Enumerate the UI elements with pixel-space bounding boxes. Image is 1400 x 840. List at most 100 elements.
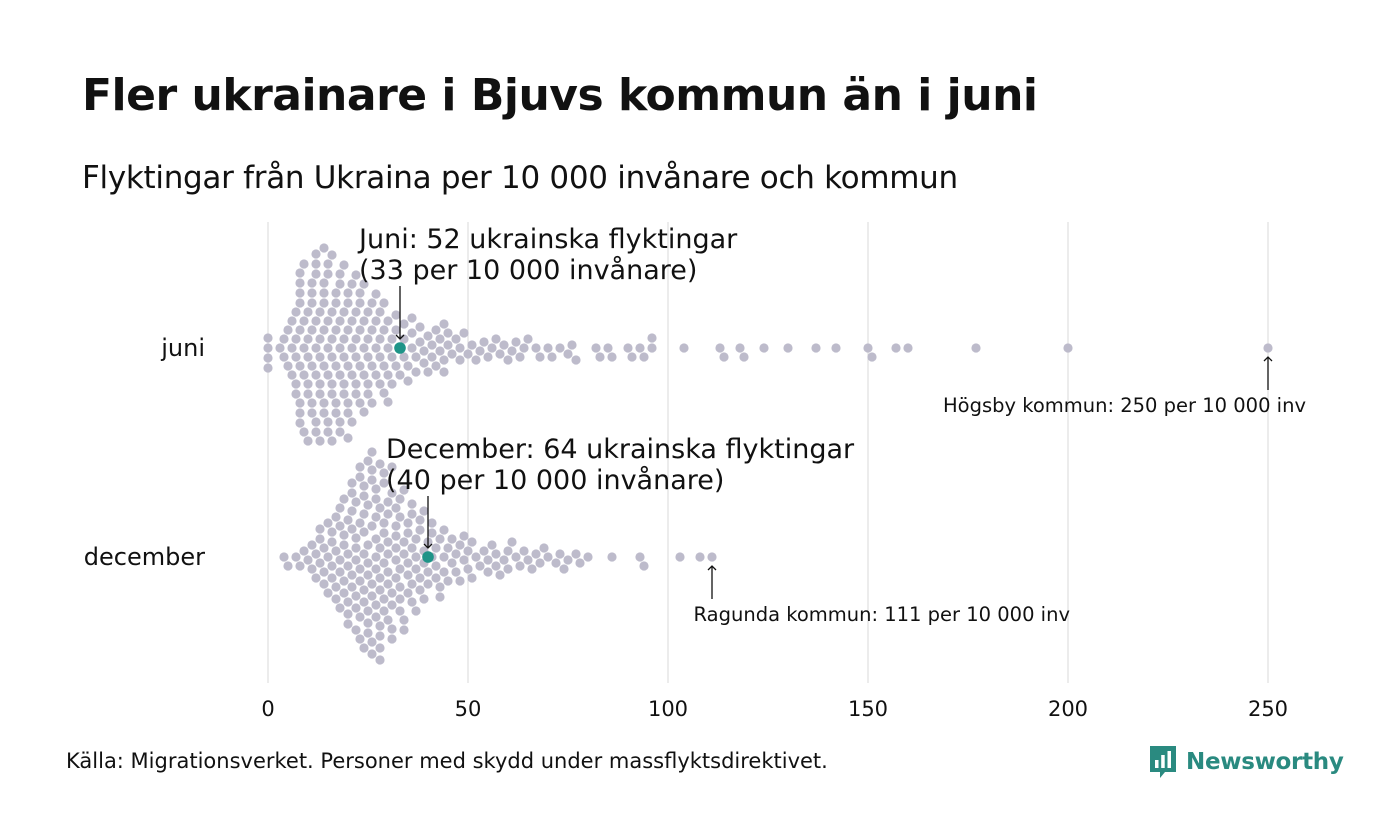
data-point bbox=[375, 503, 385, 513]
data-point bbox=[451, 549, 461, 559]
data-point bbox=[319, 543, 329, 553]
data-point bbox=[311, 343, 321, 353]
data-point bbox=[351, 307, 361, 317]
data-point bbox=[359, 585, 369, 595]
data-point bbox=[399, 625, 409, 635]
data-point bbox=[355, 398, 365, 408]
max-label: Ragunda kommun: 111 per 10 000 inv bbox=[694, 603, 1070, 626]
data-point bbox=[567, 340, 577, 350]
data-point bbox=[607, 552, 617, 562]
data-point bbox=[515, 561, 525, 571]
data-point bbox=[367, 521, 377, 531]
data-point bbox=[367, 579, 377, 589]
data-point bbox=[335, 279, 345, 289]
data-point bbox=[319, 325, 329, 335]
data-point bbox=[375, 307, 385, 317]
data-point bbox=[427, 352, 437, 362]
data-point bbox=[575, 558, 585, 568]
data-point bbox=[359, 279, 369, 289]
data-point bbox=[495, 349, 505, 359]
data-point bbox=[543, 343, 553, 353]
data-point bbox=[311, 259, 321, 269]
data-point bbox=[343, 619, 353, 629]
data-point bbox=[459, 531, 469, 541]
data-point bbox=[327, 307, 337, 317]
data-point bbox=[343, 561, 353, 571]
data-point bbox=[363, 352, 373, 362]
data-point bbox=[431, 361, 441, 371]
data-point bbox=[459, 328, 469, 338]
x-tick-label: 50 bbox=[455, 697, 482, 721]
data-point bbox=[363, 570, 373, 580]
data-point bbox=[379, 518, 389, 528]
data-point bbox=[535, 558, 545, 568]
data-point bbox=[319, 398, 329, 408]
data-point bbox=[295, 418, 305, 428]
newsworthy-logo-text: Newsworthy bbox=[1186, 749, 1344, 775]
data-point bbox=[323, 370, 333, 380]
data-point bbox=[359, 370, 369, 380]
data-point bbox=[491, 549, 501, 559]
data-point bbox=[295, 325, 305, 335]
data-point bbox=[1063, 343, 1073, 353]
data-point bbox=[327, 334, 337, 344]
data-point bbox=[375, 631, 385, 641]
data-point bbox=[535, 352, 545, 362]
data-point bbox=[367, 298, 377, 308]
data-point bbox=[387, 588, 397, 598]
data-point bbox=[383, 397, 393, 407]
data-point bbox=[335, 503, 345, 513]
data-point bbox=[455, 576, 465, 586]
data-point bbox=[571, 355, 581, 365]
data-point bbox=[315, 352, 325, 362]
data-point bbox=[263, 343, 273, 353]
data-point bbox=[379, 606, 389, 616]
data-point bbox=[363, 500, 373, 510]
data-point bbox=[487, 540, 497, 550]
data-point bbox=[403, 588, 413, 598]
data-point bbox=[375, 459, 385, 469]
data-point bbox=[307, 288, 317, 298]
data-point bbox=[371, 534, 381, 544]
data-point bbox=[435, 534, 445, 544]
data-point bbox=[347, 506, 357, 516]
data-point bbox=[331, 288, 341, 298]
data-point bbox=[311, 370, 321, 380]
data-point bbox=[547, 352, 557, 362]
data-point bbox=[283, 361, 293, 371]
data-point bbox=[635, 343, 645, 353]
data-point bbox=[475, 561, 485, 571]
data-point bbox=[491, 561, 501, 571]
data-point bbox=[971, 343, 981, 353]
data-point bbox=[363, 307, 373, 317]
data-point bbox=[395, 370, 405, 380]
data-point bbox=[347, 570, 357, 580]
data-point bbox=[299, 316, 309, 326]
data-point bbox=[423, 331, 433, 341]
data-point bbox=[407, 597, 417, 607]
data-point bbox=[351, 591, 361, 601]
data-point bbox=[319, 288, 329, 298]
data-point bbox=[355, 298, 365, 308]
data-point bbox=[323, 552, 333, 562]
data-point bbox=[315, 524, 325, 534]
data-point bbox=[331, 582, 341, 592]
data-point bbox=[347, 417, 357, 427]
data-point bbox=[327, 352, 337, 362]
newsworthy-logo-icon bbox=[1150, 746, 1176, 778]
data-point bbox=[295, 398, 305, 408]
data-point bbox=[331, 408, 341, 418]
data-point bbox=[375, 621, 385, 631]
data-point bbox=[363, 389, 373, 399]
data-point bbox=[303, 389, 313, 399]
data-point bbox=[371, 289, 381, 299]
data-point bbox=[831, 343, 841, 353]
data-point bbox=[323, 518, 333, 528]
data-point bbox=[363, 456, 373, 466]
data-point bbox=[323, 259, 333, 269]
x-tick-label: 0 bbox=[261, 697, 274, 721]
data-point bbox=[635, 552, 645, 562]
data-point bbox=[367, 465, 377, 475]
data-point bbox=[543, 552, 553, 562]
data-point bbox=[291, 307, 301, 317]
